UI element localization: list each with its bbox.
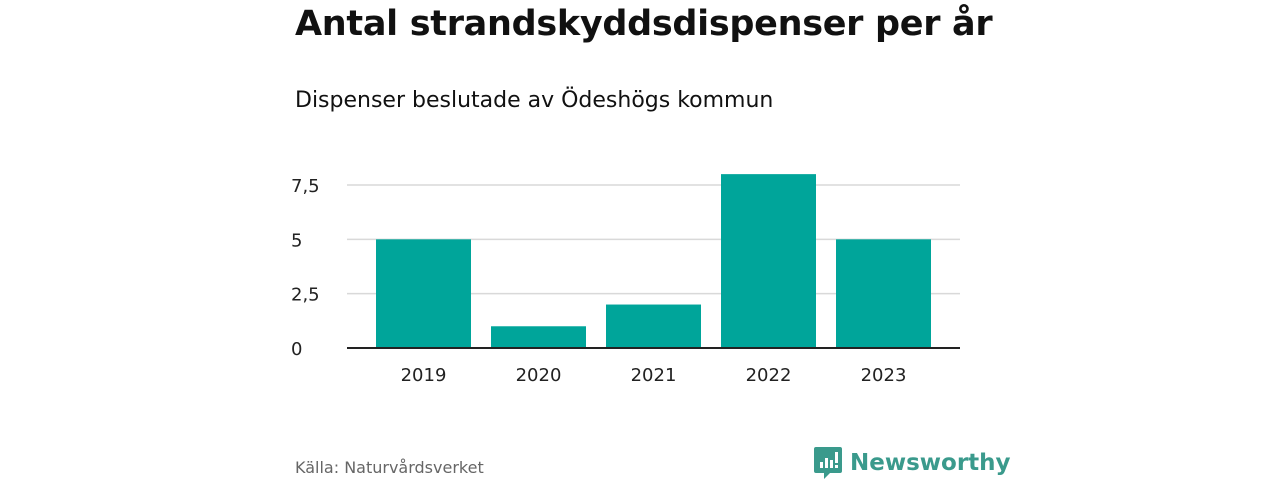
y-tick-label: 2,5 [291,285,320,306]
bar-2023 [836,239,931,348]
x-tick-label: 2020 [516,365,562,386]
newsworthy-logo: Newsworthy [814,447,1011,479]
x-tick-label: 2023 [861,365,907,386]
bar-2022 [721,174,816,348]
x-tick-label: 2019 [401,365,447,386]
x-tick-label: 2022 [746,365,792,386]
bar-2021 [606,304,701,348]
y-tick-label: 7,5 [291,176,320,197]
chart-subtitle: Dispenser beslutade av Ödeshögs kommun [295,88,774,113]
source-note: Källa: Naturvårdsverket [295,458,484,477]
y-tick-label: 0 [291,339,302,360]
chart-title: Antal strandskyddsdispenser per år [295,4,993,44]
y-tick-label: 5 [291,230,302,251]
x-tick-label: 2021 [631,365,677,386]
newsworthy-logo-icon [814,447,842,479]
bar-chart: 0 2,5 5 7,5 2019 2020 2021 2022 2023 [291,174,960,386]
brand-name: Newsworthy [850,450,1011,476]
bar-2020 [491,326,586,348]
bar-2019 [376,239,471,348]
